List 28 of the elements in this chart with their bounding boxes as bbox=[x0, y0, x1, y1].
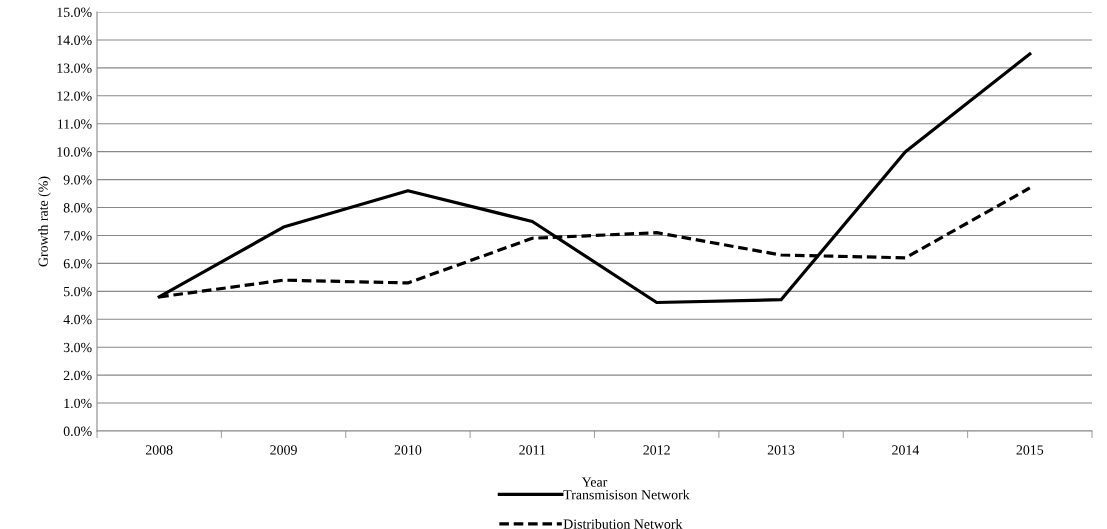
y-tick-label: 13.0% bbox=[57, 63, 92, 73]
y-tick-label: 0.0% bbox=[63, 426, 92, 437]
y-tick-label: 6.0% bbox=[63, 258, 92, 269]
x-tick-label: 2013 bbox=[767, 445, 795, 455]
x-tick-label: 2009 bbox=[270, 445, 297, 455]
legend-label: Distribution Network bbox=[563, 519, 683, 529]
y-tick-label: 15.0% bbox=[57, 7, 92, 18]
y-tick-label: 4.0% bbox=[63, 314, 92, 325]
x-tick-label: 2008 bbox=[145, 445, 173, 455]
y-tick-label: 5.0% bbox=[64, 286, 92, 297]
x-tick-label: 2010 bbox=[394, 445, 422, 455]
y-tick-label: 2.0% bbox=[63, 370, 92, 381]
y-tick-label: 12.0% bbox=[57, 91, 92, 101]
y-tick-label: 9.0% bbox=[63, 175, 92, 185]
y-tick-label: 11.0% bbox=[58, 119, 92, 129]
x-tick-label: 2011 bbox=[519, 445, 546, 455]
y-tick-label: 7.0% bbox=[64, 231, 92, 241]
y-tick-label: 3.0% bbox=[63, 342, 92, 353]
y-tick-label: 8.0% bbox=[63, 203, 92, 213]
x-axis-title: Year bbox=[581, 477, 608, 487]
y-tick-label: 14.0% bbox=[57, 35, 92, 45]
y-tick-label: 1.0% bbox=[64, 398, 92, 409]
y-axis-title: Growth rate (%) bbox=[38, 176, 51, 267]
legend-label: Transmisison Network bbox=[563, 489, 690, 500]
x-tick-label: 2012 bbox=[643, 445, 670, 455]
y-tick-label: 10.0% bbox=[57, 147, 92, 157]
x-tick-label: 2014 bbox=[892, 445, 920, 455]
x-tick-label: 2015 bbox=[1016, 445, 1044, 455]
